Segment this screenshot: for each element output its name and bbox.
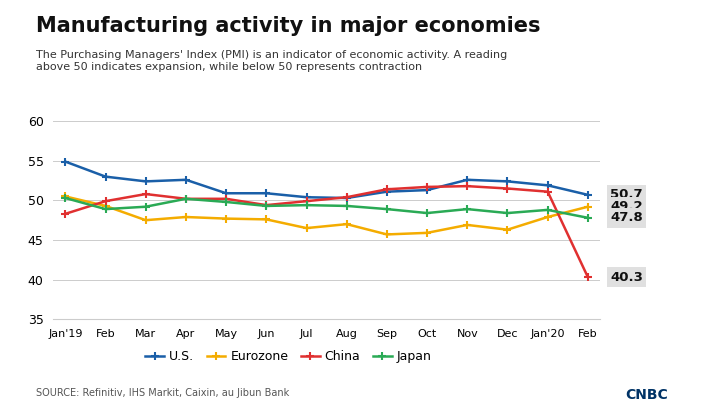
Text: The Purchasing Managers' Index (PMI) is an indicator of economic activity. A rea: The Purchasing Managers' Index (PMI) is … (36, 50, 507, 72)
Text: Manufacturing activity in major economies: Manufacturing activity in major economie… (36, 16, 540, 36)
Text: CNBC: CNBC (625, 388, 667, 402)
Text: 47.8: 47.8 (610, 211, 643, 224)
Text: 49.2: 49.2 (610, 200, 643, 213)
Legend: U.S., Eurozone, China, Japan: U.S., Eurozone, China, Japan (140, 345, 437, 368)
Text: 50.7: 50.7 (610, 188, 643, 201)
Text: SOURCE: Refinitiv, IHS Markit, Caixin, au Jibun Bank: SOURCE: Refinitiv, IHS Markit, Caixin, a… (36, 388, 289, 398)
Text: 40.3: 40.3 (610, 271, 643, 284)
